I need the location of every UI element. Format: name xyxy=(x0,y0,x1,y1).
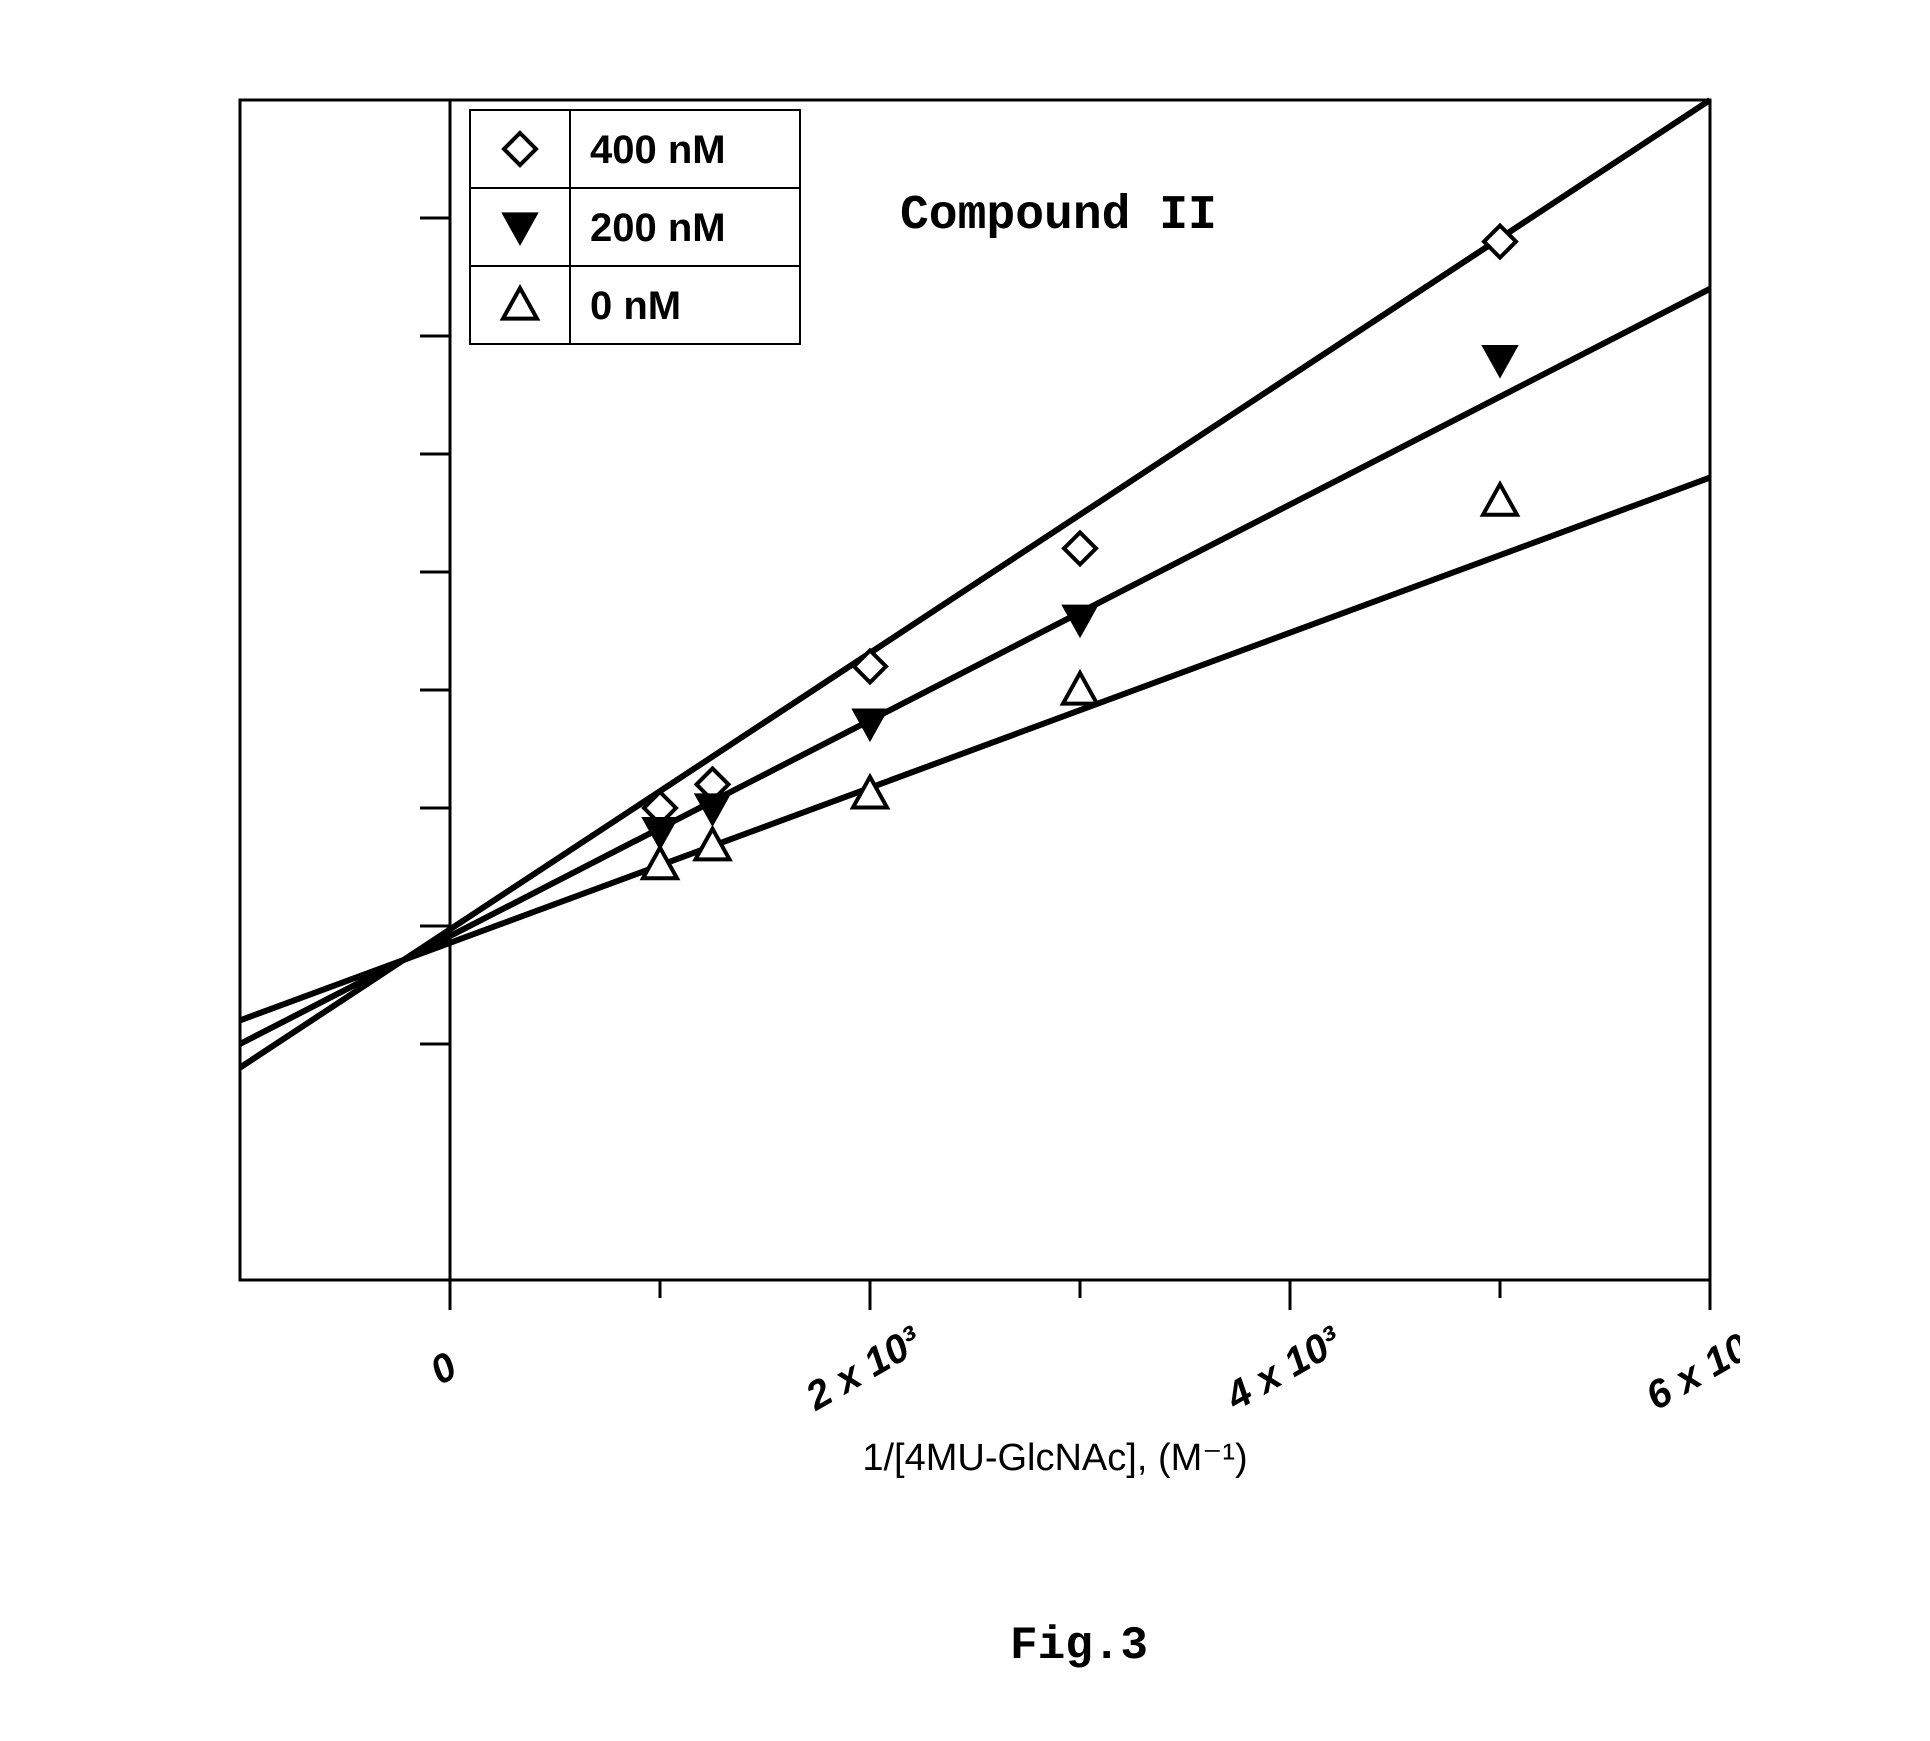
legend-label: 0 nM xyxy=(590,284,681,328)
legend: 400 nM 200 nM 0 nM xyxy=(470,110,800,344)
marker-triangle-up xyxy=(1483,484,1517,515)
marker-triangle-down xyxy=(1483,346,1517,377)
legend-label: 200 nM xyxy=(590,206,726,250)
x-tick-label: 2 x 10³ xyxy=(798,1318,930,1420)
marker-diamond xyxy=(1064,532,1096,564)
fit-line-2 xyxy=(240,478,1710,1021)
lineweaver-burk-chart: 0 2 x 10³ 4 x 10³ 6 x 10³ 1/[4MU-GlcNAc], (M… xyxy=(180,60,1740,1525)
fit-line-1 xyxy=(240,289,1710,1044)
marker-diamond xyxy=(504,133,536,165)
legend-label: 400 nM xyxy=(590,128,726,172)
chart-svg: 0 2 x 10³ 4 x 10³ 6 x 10³ 1/[4MU-GlcNAc], (M… xyxy=(180,60,1740,1520)
plot-border xyxy=(240,100,1710,1280)
marker-diamond xyxy=(854,650,886,682)
x-tick-label: 4 x 10³ xyxy=(1218,1318,1350,1420)
marker-triangle-down xyxy=(503,213,537,244)
figure-caption: Fig.3 xyxy=(1010,1620,1148,1672)
x-tick-label: 0 xyxy=(423,1344,464,1393)
marker-triangle-up xyxy=(1063,673,1097,704)
x-tick-label: 6 x 10³ xyxy=(1639,1318,1740,1419)
marker-triangle-up xyxy=(503,288,537,319)
legend-side-label: Compound II xyxy=(900,189,1217,243)
x-axis-label: 1/[4MU-GlcNAc], (M⁻¹) xyxy=(862,1437,1247,1479)
